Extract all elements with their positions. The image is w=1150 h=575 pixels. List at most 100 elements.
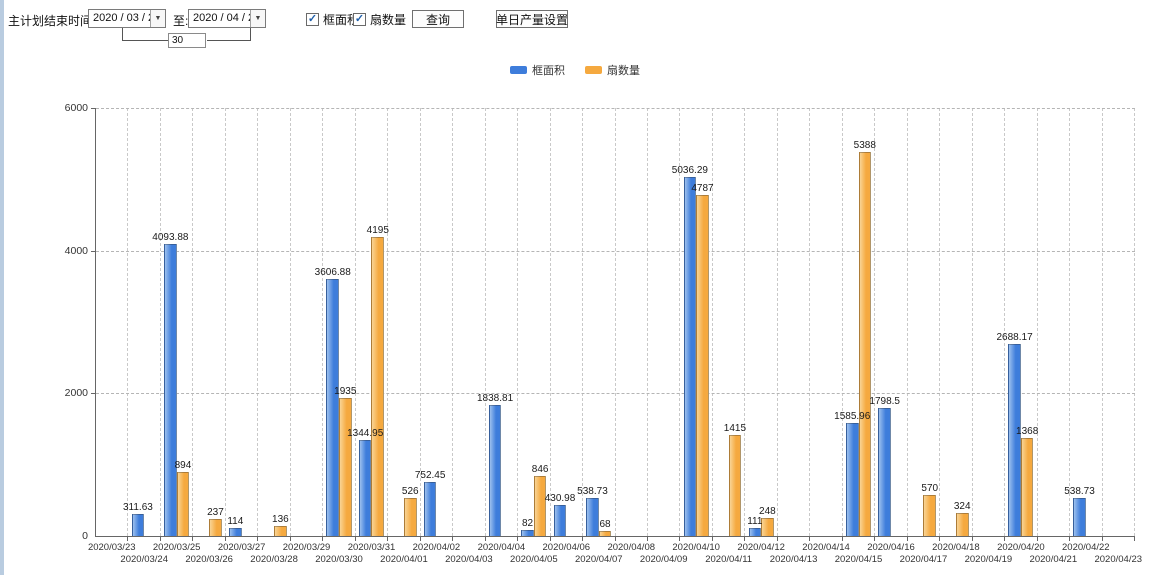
x-axis-tick <box>744 536 746 541</box>
x-axis-label: 2020/03/24 <box>120 554 168 565</box>
chart-slot: 2020/03/29 <box>283 108 330 553</box>
bar-value-label: 5388 <box>853 139 876 151</box>
x-axis-tick <box>322 536 324 541</box>
chart-slot: 538.73 2020/04/22 <box>1062 108 1110 553</box>
x-axis-label: 2020/04/07 <box>574 554 623 565</box>
query-button[interactable]: 查询 <box>412 10 464 28</box>
chevron-down-icon[interactable]: ▼ <box>150 10 165 27</box>
bar-value-label: 82 <box>521 518 534 530</box>
x-axis-label: 2020/04/16 <box>867 542 915 553</box>
x-axis-tick <box>809 536 811 541</box>
bar-value-label: 1415 <box>723 423 747 435</box>
chart-slot: 1415 2020/04/11 <box>705 108 752 565</box>
x-axis-tick <box>1036 536 1038 541</box>
checkbox-fan-count-label: 扇数量 <box>370 13 407 27</box>
bar-框面积 <box>488 404 502 536</box>
y-axis-label: 0 <box>82 530 88 542</box>
bar-value-label: 311.63 <box>122 501 153 513</box>
x-axis-tick <box>1069 536 1071 541</box>
x-axis-label: 2020/03/27 <box>217 542 266 553</box>
y-axis-tick <box>91 393 96 395</box>
to-label: 至: <box>173 14 189 28</box>
x-axis-label: 2020/03/23 <box>87 542 136 553</box>
x-axis-tick <box>257 536 259 541</box>
chart-slot: 2020/04/21 <box>1030 108 1077 565</box>
chart-slot: 2020/04/14 <box>802 108 850 553</box>
bar-value-label: 248 <box>759 506 776 518</box>
check-icon: ✓ <box>307 13 318 25</box>
date-from-picker[interactable]: 2020 / 03 / 24 ▼ <box>88 9 166 28</box>
gridline-horizontal <box>96 250 1135 252</box>
legend-item[interactable]: 框面积 <box>510 62 565 78</box>
chart-slot: 2020/04/08 <box>607 108 655 553</box>
date-from-value[interactable]: 2020 / 03 / 24 <box>93 12 150 24</box>
x-axis-tick <box>582 536 584 541</box>
x-axis-label: 2020/03/26 <box>185 554 233 565</box>
bar-扇数量 <box>176 472 190 536</box>
chart-slot: 1798.5 2020/04/16 <box>867 108 915 553</box>
check-icon: ✓ <box>354 13 365 25</box>
x-axis-label: 2020/04/08 <box>607 542 656 553</box>
chart-slot: 570 2020/04/17 <box>900 108 947 565</box>
date-to-picker[interactable]: 2020 / 04 / 23 ▼ <box>188 9 266 28</box>
chart-slot: 4093.88 894 2020/03/25 <box>152 108 200 553</box>
chart-slot: 2020/04/09 <box>640 108 687 565</box>
chart-slot: 82 846 2020/04/05 <box>510 108 558 565</box>
x-axis-label: 2020/04/01 <box>380 554 428 565</box>
x-axis-tick <box>127 536 129 541</box>
chevron-down-icon[interactable]: ▼ <box>250 10 265 27</box>
chart-slot: 2020/03/23 <box>88 108 136 553</box>
daily-output-settings-button[interactable]: 单日产量设置 <box>496 10 568 28</box>
bar-value-label: 1798.5 <box>869 395 900 407</box>
checkbox-frame-area[interactable]: ✓ 框面积 <box>306 11 359 28</box>
x-axis-label: 2020/04/09 <box>639 554 688 565</box>
chart-slot: 3606.88 1935 2020/03/30 <box>315 108 363 565</box>
bar-框面积 <box>553 505 567 536</box>
interval-days-input[interactable]: 30 <box>168 33 206 48</box>
chart-slot: 2020/04/23 <box>1094 108 1142 565</box>
bar-value-label: 1838.81 <box>476 392 514 404</box>
x-axis-label: 2020/04/20 <box>997 542 1045 553</box>
bar-value-label: 4093.88 <box>152 231 189 243</box>
bar-value-label: 894 <box>174 460 192 472</box>
date-to-value[interactable]: 2020 / 04 / 23 <box>193 12 250 24</box>
bar-扇数量 <box>858 151 872 536</box>
checkbox-fan-count[interactable]: ✓ 扇数量 <box>353 11 406 28</box>
legend-swatch-icon <box>510 66 527 74</box>
bar-框面积 <box>358 440 372 536</box>
bar-扇数量 <box>955 512 969 536</box>
x-axis-label: 2020/04/19 <box>964 554 1013 565</box>
checkbox-frame-area-label: 框面积 <box>323 13 360 27</box>
x-axis-label: 2020/04/22 <box>1062 542 1110 553</box>
chart-plot-area: 2020/03/23 311.63 2020/03/24 4093.88 894 2020… <box>88 108 1142 565</box>
x-axis-label: 2020/04/03 <box>445 554 493 565</box>
legend-item[interactable]: 扇数量 <box>585 62 640 78</box>
x-axis-label: 2020/03/28 <box>250 554 298 565</box>
x-axis-tick <box>452 536 454 541</box>
x-axis-tick <box>776 536 778 541</box>
x-axis-label: 2020/04/23 <box>1094 554 1143 565</box>
checkbox-box[interactable]: ✓ <box>306 13 319 26</box>
chart-slot: 237 2020/03/26 <box>185 108 233 565</box>
x-axis-tick <box>1134 536 1135 541</box>
bar-value-label: 114 <box>227 515 244 527</box>
x-axis-label: 2020/03/25 <box>152 542 201 553</box>
x-axis-tick <box>614 536 616 541</box>
x-axis-label: 2020/03/29 <box>282 542 331 553</box>
connector-line <box>122 40 168 41</box>
bar-value-label: 136 <box>272 514 289 526</box>
x-axis-tick <box>939 536 941 541</box>
chart-slot: 114 2020/03/27 <box>218 108 265 553</box>
chart-slot: 2688.17 1368 2020/04/20 <box>996 108 1045 553</box>
chart-slot: 2020/04/03 <box>445 108 493 565</box>
x-axis-label: 2020/04/04 <box>477 542 526 553</box>
x-axis-label: 2020/04/05 <box>510 554 558 565</box>
bar-扇数量 <box>403 498 417 536</box>
bar-value-label: 752.45 <box>414 470 446 482</box>
x-axis-tick <box>906 536 908 541</box>
bar-value-label: 68 <box>599 519 611 531</box>
bar-扇数量 <box>1020 438 1034 536</box>
checkbox-box[interactable]: ✓ <box>353 13 366 26</box>
bar-value-label: 846 <box>531 463 549 475</box>
